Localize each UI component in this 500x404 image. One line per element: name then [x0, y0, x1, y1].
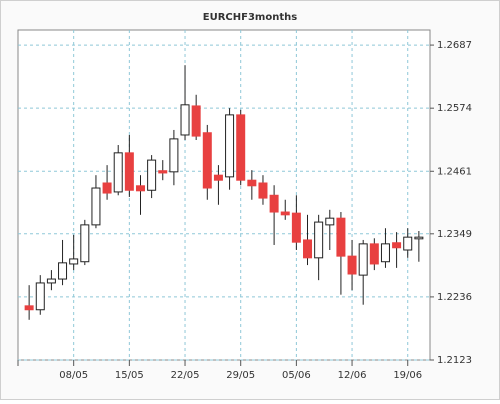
x-tick-label: 15/05 [115, 370, 144, 381]
candle-body [191, 105, 201, 137]
candle-body [358, 243, 368, 276]
candle-body [236, 114, 246, 181]
chart-title: EURCHF3months [203, 12, 297, 23]
candle-body [258, 182, 268, 199]
y-tick-label: 1.2236 [437, 292, 472, 303]
x-tick-label: 12/06 [338, 370, 367, 381]
candle-body [213, 174, 223, 181]
candle-body [303, 239, 313, 259]
x-tick-label: 22/05 [171, 370, 200, 381]
y-tick-label: 1.2349 [437, 229, 472, 240]
candle-body [202, 132, 212, 189]
candle-body [135, 185, 145, 192]
candle-body [347, 255, 357, 275]
candle-body [80, 224, 90, 263]
candle-body [269, 194, 279, 213]
candle-body [24, 305, 34, 311]
candle-body [325, 217, 335, 226]
candle-body [169, 138, 179, 173]
candle-body [147, 159, 157, 191]
candle-body [369, 243, 379, 265]
candle-body [91, 187, 101, 226]
candle-body [380, 243, 390, 263]
y-tick-label: 1.2123 [437, 355, 472, 366]
candle-body [414, 236, 424, 240]
candle-body [403, 236, 413, 251]
candle-body [291, 212, 301, 243]
candle-body [58, 262, 68, 280]
candle-body [113, 152, 123, 193]
candle-body [35, 282, 45, 311]
x-tick-label: 29/05 [226, 370, 255, 381]
candle-body [46, 278, 56, 284]
candle-body [280, 211, 290, 216]
plot-area [17, 29, 431, 361]
candle-body [247, 179, 257, 187]
y-tick-label: 1.2574 [437, 103, 472, 114]
candle-body [336, 217, 346, 257]
candle-body [392, 242, 402, 249]
y-tick-label: 1.2461 [437, 166, 472, 177]
candle-body [102, 182, 112, 194]
y-tick-label: 1.2687 [437, 40, 472, 51]
candle-body [180, 104, 190, 136]
candle-body [225, 114, 235, 178]
x-tick-label: 05/06 [282, 370, 311, 381]
candle-body [158, 170, 168, 174]
candle-body [69, 258, 79, 265]
candle-body [314, 221, 324, 259]
candle-body [124, 152, 134, 191]
x-tick-label: 19/06 [393, 370, 422, 381]
x-tick-label: 08/05 [59, 370, 88, 381]
